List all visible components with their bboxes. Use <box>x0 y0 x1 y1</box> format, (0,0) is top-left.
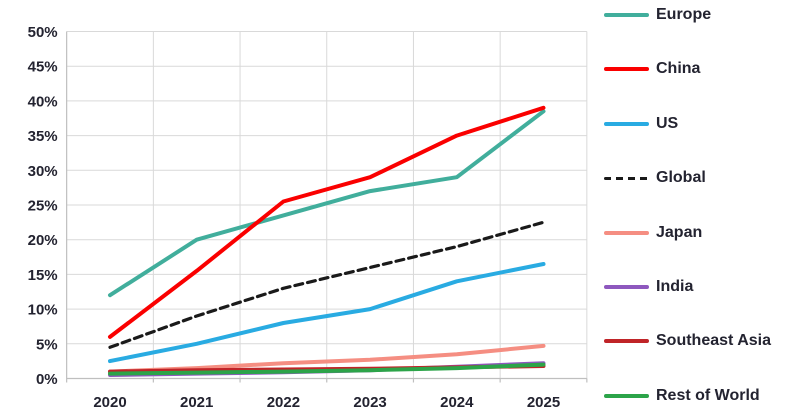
legend-item-europe: Europe <box>604 4 711 26</box>
x-tick-label: 2024 <box>440 394 474 411</box>
y-tick-label: 35% <box>28 128 58 145</box>
legend-line-swatch <box>604 393 649 398</box>
legend-label: Southeast Asia <box>656 332 771 350</box>
x-tick-label: 2020 <box>93 394 126 411</box>
y-tick-label: 30% <box>28 163 58 180</box>
legend-item-us: US <box>604 113 678 135</box>
legend-line-swatch <box>604 121 649 126</box>
y-tick-label: 50% <box>28 24 58 41</box>
legend-label: Global <box>656 169 706 187</box>
legend-item-rest-of-world: Rest of World <box>604 385 760 407</box>
chart-legend: Europe China US Global Japan India Southeast A… <box>604 0 800 418</box>
y-tick-label: 0% <box>36 371 58 388</box>
legend-line-swatch <box>604 176 649 180</box>
series-line-us <box>108 262 546 364</box>
x-tick-label: 2022 <box>267 394 300 411</box>
y-tick-label: 25% <box>28 198 58 215</box>
legend-line-swatch <box>604 13 649 17</box>
x-tick-label: 2023 <box>353 394 386 411</box>
legend-item-japan: Japan <box>604 222 702 244</box>
x-tick-label: 2025 <box>527 394 560 411</box>
legend-item-india: India <box>604 276 693 298</box>
legend-label: Europe <box>656 6 712 23</box>
series-line-china <box>108 105 546 339</box>
legend-line-swatch <box>604 339 649 344</box>
legend-line-swatch <box>604 67 649 72</box>
legend-line-swatch <box>604 230 649 235</box>
legend-label: China <box>656 60 701 78</box>
series-line-global <box>108 220 546 349</box>
plot-area: 0% 5% 10% 15% 20% 25% 30% 35% 40% 45% 50% 2020 2021 2… <box>28 24 588 411</box>
y-tick-label: 40% <box>28 93 58 110</box>
y-tick-label: 15% <box>28 267 58 284</box>
legend-item-global: Global <box>604 167 706 189</box>
legend-item-southeast-asia: Southeast Asia <box>604 330 771 352</box>
y-tick-label: 10% <box>28 302 58 319</box>
series-line-europe <box>108 109 546 298</box>
y-tick-label: 45% <box>28 59 58 76</box>
legend-label: Rest of World <box>656 386 760 404</box>
y-tick-label: 5% <box>36 336 58 353</box>
legend-line-swatch <box>604 285 649 289</box>
x-tick-label: 2021 <box>180 394 213 411</box>
series-line-rest-of-world <box>108 362 546 376</box>
legend-label: Japan <box>656 223 703 241</box>
y-tick-label: 20% <box>28 232 58 249</box>
legend-item-china: China <box>604 58 700 80</box>
legend-label: US <box>656 114 679 132</box>
legend-label: India <box>656 278 694 295</box>
